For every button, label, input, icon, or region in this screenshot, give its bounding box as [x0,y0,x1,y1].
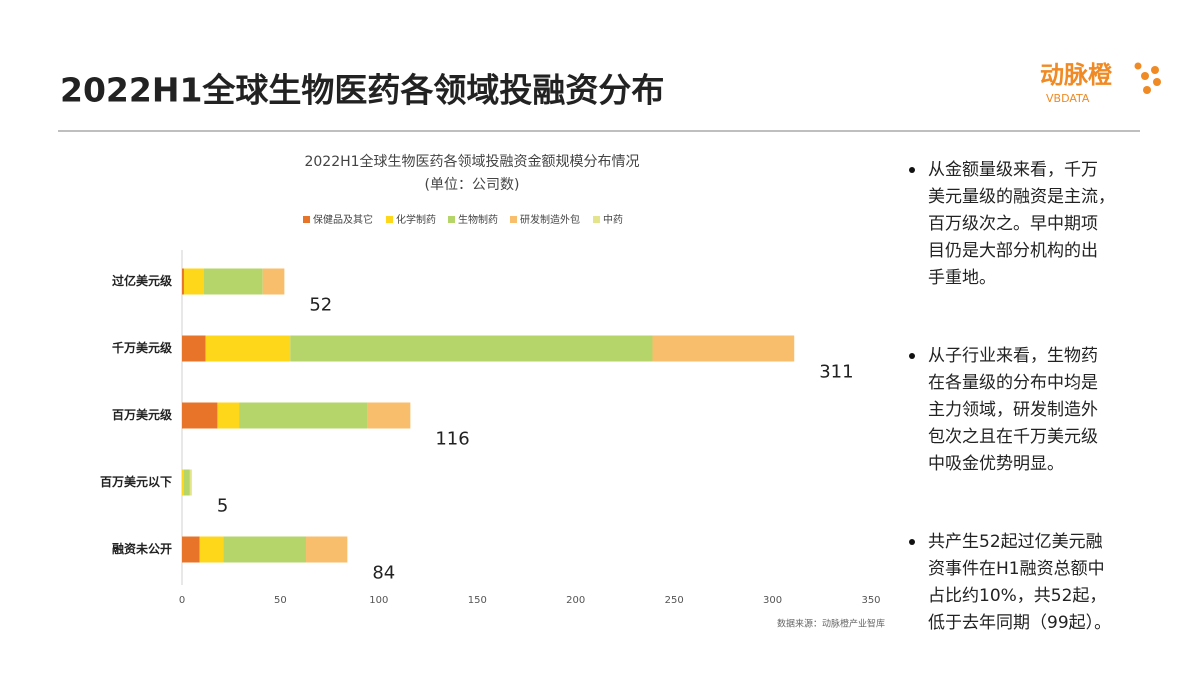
x-tick-label: 50 [274,595,287,606]
bar-segment [182,536,200,563]
legend-swatch [593,216,600,223]
bar-segment [183,469,190,496]
bullet [909,167,915,173]
bar-segment [652,335,795,362]
note-line: 共产生52起过亿美元融 [928,532,1103,552]
bar-segment [223,536,307,563]
total-label: 84 [372,563,395,584]
note-line: 美元量级的融资是主流， [928,187,1115,207]
note-line: 中吸金优势明显。 [928,454,1064,474]
legend-label: 生物制药 [458,213,498,226]
x-tick-label: 250 [665,595,684,606]
bullet [909,539,915,545]
bar-segment [182,268,184,295]
y-tick-label: 百万美元以下 [100,474,172,489]
note-line: 目仍是大部分机构的出 [928,241,1098,261]
bar-segment [367,402,411,429]
y-tick-label: 千万美元级 [112,340,172,355]
x-tick-label: 200 [566,595,585,606]
logo-name: 动脉橙 [1040,61,1113,89]
bar-segment [262,268,285,295]
note-line: 从金额量级来看，千万 [928,160,1098,180]
note-line: 包次之且在千万美元级 [928,427,1098,447]
legend-label: 保健品及其它 [313,213,373,226]
source: 数据来源：动脉橙产业智库 [777,618,885,630]
legend-label: 研发制造外包 [520,213,580,226]
total-label: 311 [819,362,853,383]
bar-segment [205,335,291,362]
bullet [909,353,915,359]
legend-swatch [303,216,310,223]
total-label: 116 [435,429,469,450]
logo-sub: VBDATA [1046,92,1090,105]
logo-mark [1134,62,1161,94]
x-tick-label: 0 [179,595,185,606]
bar-segment [217,402,240,429]
note-line: 百万级次之。早中期项 [928,214,1098,234]
note-line: 在各量级的分布中均是 [928,373,1098,393]
bar-segment [183,268,204,295]
note-line: 低于去年同期（99起）。 [928,613,1111,633]
note-line: 主力领域，研发制造外 [928,400,1098,420]
bar-segment [203,268,263,295]
note-line: 手重地。 [928,268,996,288]
bar-segment [182,335,206,362]
y-tick-label: 百万美元级 [112,407,172,422]
legend-label: 中药 [603,213,623,226]
note-line: 资事件在H1融资总额中 [928,559,1105,579]
bar-segment [290,335,653,362]
bar-segment [239,402,368,429]
total-label: 52 [309,295,332,316]
bar-segment [199,536,224,563]
x-tick-label: 300 [763,595,782,606]
legend-swatch [448,216,455,223]
note-line: 从子行业来看，生物药 [928,346,1098,366]
bar-segment [182,402,218,429]
x-tick-label: 350 [861,595,880,606]
legend-swatch [386,216,393,223]
bar-segment [182,469,184,496]
y-tick-label: 过亿美元级 [112,273,172,288]
legend-swatch [510,216,517,223]
chart-subtitle: (单位：公司数) [425,177,520,193]
chart-title: 2022H1全球生物医药各领域投融资金额规模分布情况 [304,153,639,170]
x-tick-label: 150 [468,595,487,606]
note-line: 占比约10%，共52起， [928,586,1106,606]
bar-segment [189,469,192,496]
legend-label: 化学制药 [396,213,436,226]
bar-segment [306,536,348,563]
total-label: 5 [217,496,228,517]
y-tick-label: 融资未公开 [112,541,172,556]
slide-title: 2022H1全球生物医药各领域投融资分布 [60,71,664,110]
x-tick-label: 100 [369,595,388,606]
